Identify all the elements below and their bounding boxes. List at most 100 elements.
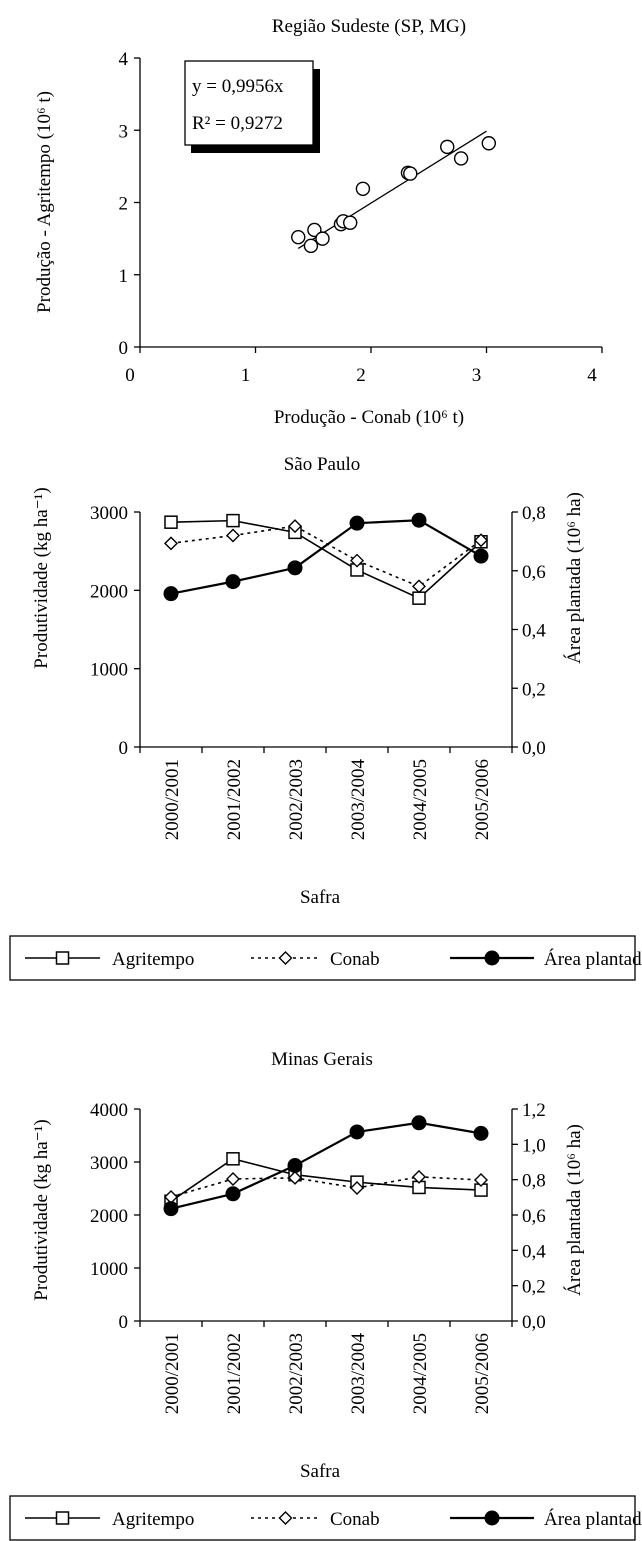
scatter-xlabel: Produção - Conab (10⁶ t): [274, 407, 464, 428]
mg-legend-box: [9, 1495, 636, 1541]
mg-tick-labels: 0 1000 2000 3000 4000 0,0 0,2 0,4 0,6 0,8 1,0 1,2 20…: [90, 1100, 546, 1414]
sp-left-tick-label: 1000: [90, 660, 128, 681]
line-chart-minas-gerais: Minas Gerais Produtividade (kg ha⁻¹) Áre…: [9, 1049, 642, 1541]
mg-right-tick-label: 0,4: [522, 1241, 546, 1262]
scatter-point: [355, 181, 371, 196]
sp-point: [473, 548, 489, 564]
sp-legend-marker: [278, 951, 293, 965]
sp-x-tick-label: 2002/2003: [286, 759, 307, 840]
mg-right-tick-label: 0,8: [522, 1171, 546, 1192]
sp-right-tick-label: 0,2: [522, 679, 546, 700]
sp-legend-marker: [55, 951, 70, 965]
mg-ylabel-right: Área plantada (10⁶ ha): [563, 1124, 585, 1296]
scatter-point: [403, 166, 418, 181]
mg-legend-label: Conab: [330, 1509, 380, 1530]
mg-x-tick-label: 2005/2006: [472, 1333, 493, 1414]
mg-legend: Agritempo Conab Área plantada: [9, 1495, 642, 1541]
sp-point: [412, 591, 426, 605]
sp-x-tick-label: 2003/2004: [348, 759, 369, 841]
mg-left-tick-label: 4000: [90, 1100, 128, 1121]
scatter-points: [291, 136, 497, 254]
mg-left-tick-label: 2000: [90, 1206, 128, 1227]
sp-series-line: [170, 525, 482, 588]
sp-series-line: [170, 519, 482, 600]
sp-point: [288, 519, 302, 534]
sp-legend-label: Agritempo: [112, 949, 194, 970]
scatter-y-tick-label: 2: [119, 194, 129, 215]
sp-x-tick-label: 2000/2001: [162, 759, 183, 840]
annotation-r2: R² = 0,9272: [192, 113, 283, 134]
sp-point: [226, 513, 240, 528]
scatter-y-tick-label: 4: [119, 49, 129, 70]
mg-series-line: [170, 1157, 482, 1202]
sp-series-line: [170, 519, 482, 595]
mg-right-tick-label: 0,0: [522, 1312, 546, 1333]
sp-x-tick-label: 2005/2006: [472, 759, 493, 840]
mg-right-tick-label: 1,2: [522, 1100, 546, 1121]
mg-x-tick-label: 2003/2004: [348, 1333, 369, 1415]
scatter-point: [291, 229, 306, 245]
mg-left-tick-label: 3000: [90, 1153, 128, 1174]
scatter-x-tick-label: 4: [587, 365, 597, 386]
mg-legend-marker: [484, 1510, 500, 1526]
mg-x-tick-label: 2001/2002: [224, 1333, 245, 1414]
mg-point: [288, 1170, 302, 1185]
regression-annotation: y = 0,9956x R² = 0,9272: [184, 60, 320, 153]
scatter-chart-sudeste: Região Sudeste (SP, MG) Produção - Agrit…: [34, 16, 603, 428]
scatter-axes: [134, 57, 603, 353]
mg-point: [411, 1115, 427, 1131]
sp-point: [164, 536, 178, 551]
sp-right-tick-label: 0,8: [522, 503, 546, 524]
mg-xlabel: Safra: [300, 1461, 341, 1482]
annotation-equation: y = 0,9956x: [192, 76, 284, 97]
scatter-title: Região Sudeste (SP, MG): [272, 16, 466, 37]
mg-point: [349, 1124, 365, 1140]
mg-series-line: [170, 1176, 482, 1198]
scatter-x-tick-label: 3: [472, 365, 482, 386]
scatter-x-tick-label: 0: [125, 365, 135, 386]
mg-x-tick-label: 2002/2003: [286, 1333, 307, 1414]
sp-xlabel: Safra: [300, 887, 341, 908]
mg-point: [226, 1171, 240, 1186]
sp-x-tick-label: 2001/2002: [224, 759, 245, 840]
scatter-point: [315, 231, 330, 246]
mg-left-tick-label: 1000: [90, 1259, 128, 1280]
mg-point: [226, 1152, 240, 1166]
sp-legend-label: Área plantada: [544, 948, 642, 970]
mg-x-tick-label: 2004/2005: [410, 1333, 431, 1414]
scatter-point: [481, 136, 497, 151]
sp-legend-marker: [484, 950, 500, 966]
sp-x-tick-label: 2004/2005: [410, 759, 431, 840]
mg-ylabel-left: Produtividade (kg ha⁻¹): [31, 1119, 52, 1300]
sp-right-tick-label: 0,6: [522, 562, 546, 583]
mg-legend-label: Área plantada: [544, 1508, 642, 1530]
scatter-y-tick-label: 1: [119, 266, 129, 287]
sp-point: [411, 512, 427, 528]
sp-left-tick-label: 2000: [90, 581, 128, 602]
sp-legend-box: [9, 935, 636, 981]
sp-point: [412, 579, 426, 594]
mg-legend-label: Agritempo: [112, 1509, 194, 1530]
scatter-point: [453, 151, 469, 166]
mg-left-tick-label: 0: [119, 1312, 129, 1333]
scatter-trendline: [297, 130, 487, 250]
scatter-tick-labels: 0 1 2 3 4 0 1 2 3 4: [119, 49, 598, 386]
mg-point: [287, 1158, 303, 1174]
sp-point: [225, 574, 241, 590]
mg-right-tick-label: 0,6: [522, 1206, 546, 1227]
annotation-box: [184, 60, 314, 146]
line-chart-sao-paulo: São Paulo Produtividade (kg ha⁻¹) Área p…: [9, 454, 642, 981]
sp-ylabel-right: Área plantada (10⁶ ha): [563, 492, 585, 664]
mg-point: [474, 1173, 488, 1188]
mg-x-tick-label: 2000/2001: [162, 1333, 183, 1414]
scatter-y-tick-label: 3: [119, 121, 129, 142]
scatter-point: [303, 238, 319, 254]
mg-title: Minas Gerais: [271, 1049, 373, 1070]
mg-series-line: [170, 1121, 482, 1210]
mg-right-tick-label: 1,0: [522, 1135, 546, 1156]
scatter-x-tick-label: 2: [356, 365, 366, 386]
mg-point: [412, 1169, 426, 1184]
sp-point: [349, 515, 365, 531]
sp-legend-label: Conab: [330, 949, 380, 970]
